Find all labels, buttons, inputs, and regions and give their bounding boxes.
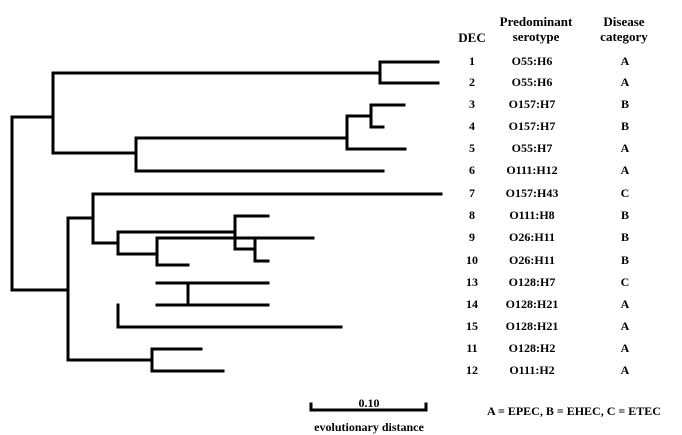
leaf-dec-number: 1: [469, 54, 475, 68]
leaf-dec-number: 9: [469, 230, 475, 244]
leaf-dec-number: 3: [469, 97, 475, 111]
leaf-dec-number: 13: [466, 275, 478, 289]
leaf-serotype: O111:H12: [506, 163, 558, 177]
leaf-serotype: O55:H7: [511, 141, 553, 155]
leaf-dec-number: 7: [469, 186, 475, 200]
leaf-serotype: O26:H11: [508, 253, 555, 267]
leaf-serotype: O128:H21: [505, 297, 559, 311]
leaf-serotype: O55:H6: [511, 75, 553, 89]
leaf-category: B: [620, 208, 629, 222]
leaf-dec-number: 10: [466, 253, 478, 267]
leaf-category: B: [620, 97, 629, 111]
leaf-serotype: O55:H6: [511, 54, 553, 68]
leaf-dec-number: 8: [469, 208, 475, 222]
header-serotype: Predominant serotype: [499, 14, 573, 44]
leaf-serotype: O128:H7: [508, 275, 556, 289]
leaf-category: A: [620, 163, 630, 177]
leaf-dec-number: 4: [469, 119, 475, 133]
leaf-dec-number: 6: [469, 163, 475, 177]
leaf-category: C: [620, 186, 630, 200]
leaf-category: A: [620, 319, 630, 333]
header-category: Disease category: [600, 14, 648, 44]
leaf-dec-number: 11: [466, 341, 478, 355]
leaf-serotype: O128:H2: [508, 341, 556, 355]
category-legend: A = EPEC, B = EHEC, C = ETEC: [487, 404, 661, 418]
leaf-category: A: [620, 297, 630, 311]
leaf-serotype: O128:H21: [505, 319, 559, 333]
leaf-serotype: O111:H2: [509, 363, 555, 377]
leaf-category: A: [620, 54, 630, 68]
leaf-dec-number: 2: [469, 75, 475, 89]
leaf-serotype: O157:H7: [508, 97, 556, 111]
leaf-category: A: [620, 141, 630, 155]
leaf-dec-number: 12: [466, 363, 478, 377]
leaf-serotype: O111:H8: [509, 208, 555, 222]
leaf-dec-number: 15: [466, 319, 478, 333]
leaf-serotype: O157:H43: [505, 186, 559, 200]
leaf-category: B: [620, 119, 629, 133]
header-dec: DEC: [458, 30, 486, 45]
leaf-dec-number: 14: [466, 297, 478, 311]
leaf-category: B: [620, 253, 629, 267]
scale-bar-value: 0.10: [358, 396, 380, 410]
leaf-dec-number: 5: [469, 141, 475, 155]
leaf-category: B: [620, 230, 629, 244]
leaf-category: A: [620, 341, 630, 355]
leaf-category: C: [620, 275, 630, 289]
scale-bar-caption: evolutionary distance: [314, 420, 424, 434]
leaf-serotype: O157:H7: [508, 119, 556, 133]
leaf-category: A: [620, 363, 630, 377]
leaf-serotype: O26:H11: [508, 230, 555, 244]
leaf-category: A: [620, 75, 630, 89]
